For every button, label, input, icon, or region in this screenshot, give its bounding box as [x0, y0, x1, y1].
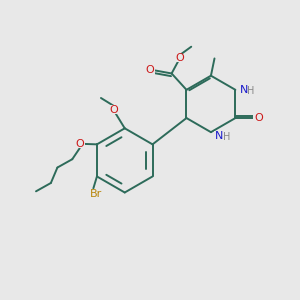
Bar — [214, 131, 232, 140]
Bar — [145, 66, 155, 75]
Bar — [74, 139, 85, 148]
Bar — [90, 189, 103, 198]
Bar — [108, 105, 119, 114]
Text: H: H — [223, 132, 230, 142]
Text: O: O — [109, 105, 118, 115]
Bar — [175, 54, 185, 62]
Text: H: H — [247, 86, 254, 96]
Text: O: O — [254, 113, 263, 123]
Text: N: N — [215, 131, 224, 141]
Bar — [239, 85, 257, 94]
Text: Br: Br — [90, 189, 103, 199]
Text: O: O — [176, 53, 184, 63]
Bar — [253, 114, 264, 122]
Text: O: O — [75, 139, 84, 149]
Text: N: N — [239, 85, 248, 95]
Text: O: O — [146, 65, 154, 76]
